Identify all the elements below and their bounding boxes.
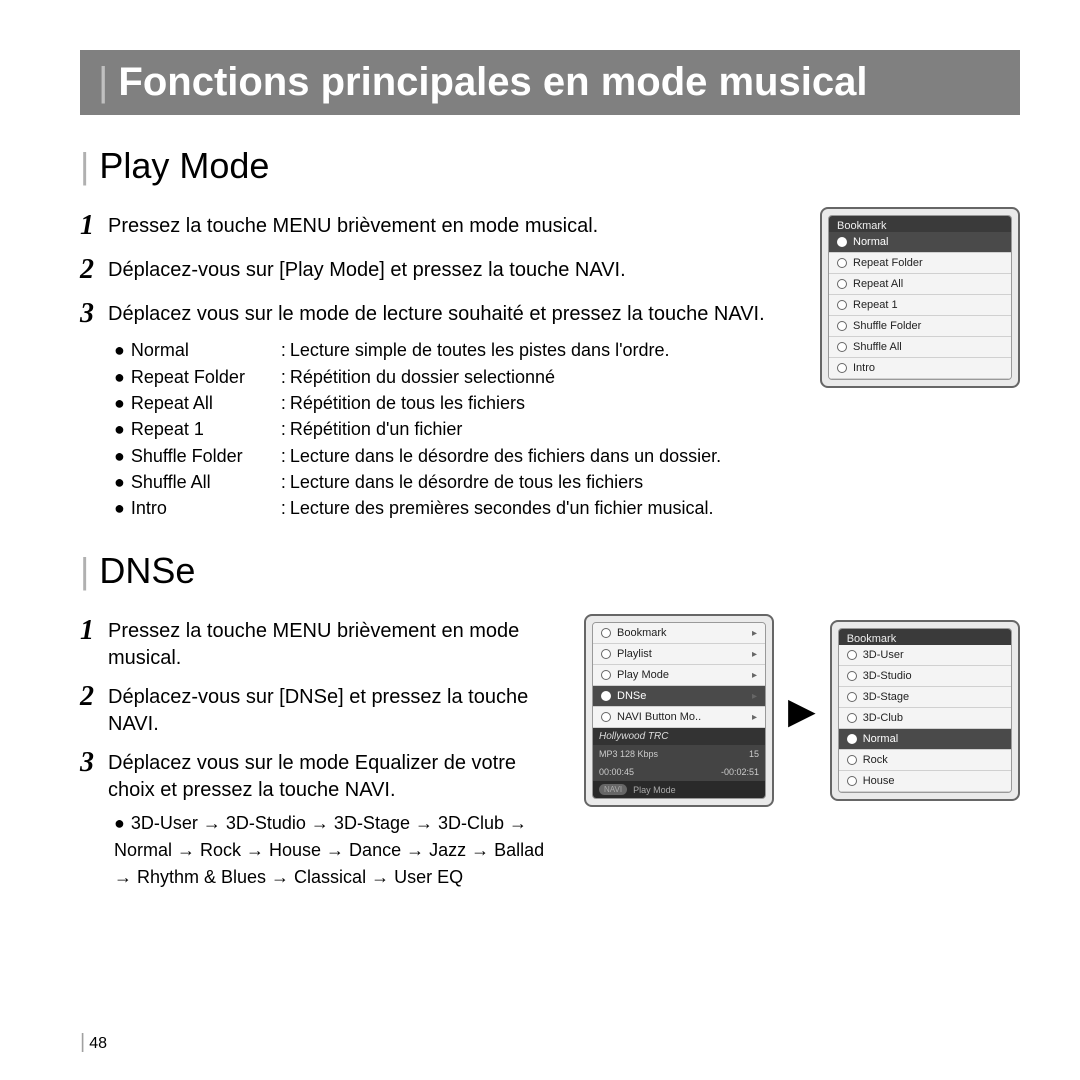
dnse-step-3: Déplacez vous sur le mode Equalizer de v… <box>108 744 560 804</box>
dnse-screenshot-left: Bookmark▸Playlist▸Play Mode▸DNSe▸NAVI Bu… <box>584 614 774 807</box>
play-mode-screenshot: Bookmark NormalRepeat FolderRepeat AllRe… <box>820 207 1020 388</box>
page-header-title: Fonctions principales en mode musical <box>118 60 867 104</box>
dnse-steps: 1Pressez la touche MENU brièvement en mo… <box>80 606 560 891</box>
menu-item: Normal <box>829 232 1011 253</box>
play-mode-step-3: Déplacez vous sur le mode de lecture sou… <box>108 295 765 333</box>
menu-item: Normal <box>839 729 1011 750</box>
play-mode-steps: 1Pressez la touche MENU brièvement en mo… <box>80 201 796 522</box>
menu-item: Repeat 1 <box>829 295 1011 316</box>
peek-header: Bookmark <box>829 216 1011 232</box>
page-header: |Fonctions principales en mode musical <box>80 50 1020 115</box>
menu-item: Shuffle All <box>829 337 1011 358</box>
menu-item: Play Mode▸ <box>593 665 765 686</box>
menu-item: Repeat Folder <box>829 253 1011 274</box>
page-number: |48 <box>80 1031 107 1054</box>
menu-item: Repeat All <box>829 274 1011 295</box>
section-play-mode-title: |Play Mode <box>80 145 1020 187</box>
player-title: Hollywood TRC <box>593 728 765 745</box>
menu-item: 3D-Studio <box>839 666 1011 687</box>
dnse-step-1: Pressez la touche MENU brièvement en mod… <box>108 612 560 672</box>
peek-header: Bookmark <box>839 629 1011 645</box>
play-mode-step-1: Pressez la touche MENU brièvement en mod… <box>108 207 598 245</box>
menu-item: House <box>839 771 1011 792</box>
arrow-right-icon: ▶ <box>788 690 816 732</box>
menu-item: Rock <box>839 750 1011 771</box>
menu-item: Playlist▸ <box>593 644 765 665</box>
dnse-flow: 3D-User → 3D-Studio → 3D-Stage → 3D-Club… <box>114 813 544 887</box>
dnse-screenshot-right: Bookmark 3D-User3D-Studio3D-Stage3D-Club… <box>830 620 1020 801</box>
menu-item: 3D-User <box>839 645 1011 666</box>
menu-item: Shuffle Folder <box>829 316 1011 337</box>
menu-item: NAVI Button Mo..▸ <box>593 707 765 728</box>
menu-item: 3D-Stage <box>839 687 1011 708</box>
dnse-step-2: Déplacez-vous sur [DNSe] et pressez la t… <box>108 678 560 738</box>
section-dnse-title: |DNSe <box>80 550 1020 592</box>
play-mode-step-2: Déplacez-vous sur [Play Mode] et pressez… <box>108 251 626 289</box>
menu-item: Intro <box>829 358 1011 379</box>
menu-item: Bookmark▸ <box>593 623 765 644</box>
menu-item: 3D-Club <box>839 708 1011 729</box>
menu-item: DNSe▸ <box>593 686 765 707</box>
